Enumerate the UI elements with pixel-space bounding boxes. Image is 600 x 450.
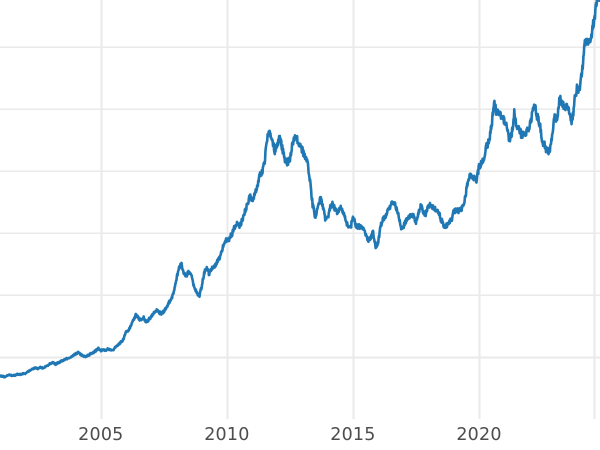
x-axis: 2005 2010 2015 2020 <box>0 419 600 450</box>
vertical-gridlines <box>100 0 596 419</box>
plot-area <box>0 0 600 419</box>
horizontal-gridlines <box>0 46 600 359</box>
line-chart-svg <box>0 0 600 419</box>
x-tick-label-2005: 2005 <box>78 425 124 445</box>
x-tick-label-2015: 2015 <box>330 425 376 445</box>
series-group <box>0 0 600 379</box>
x-tick-label-2010: 2010 <box>204 425 250 445</box>
x-tick-label-2020: 2020 <box>456 425 502 445</box>
price-line <box>0 0 600 379</box>
